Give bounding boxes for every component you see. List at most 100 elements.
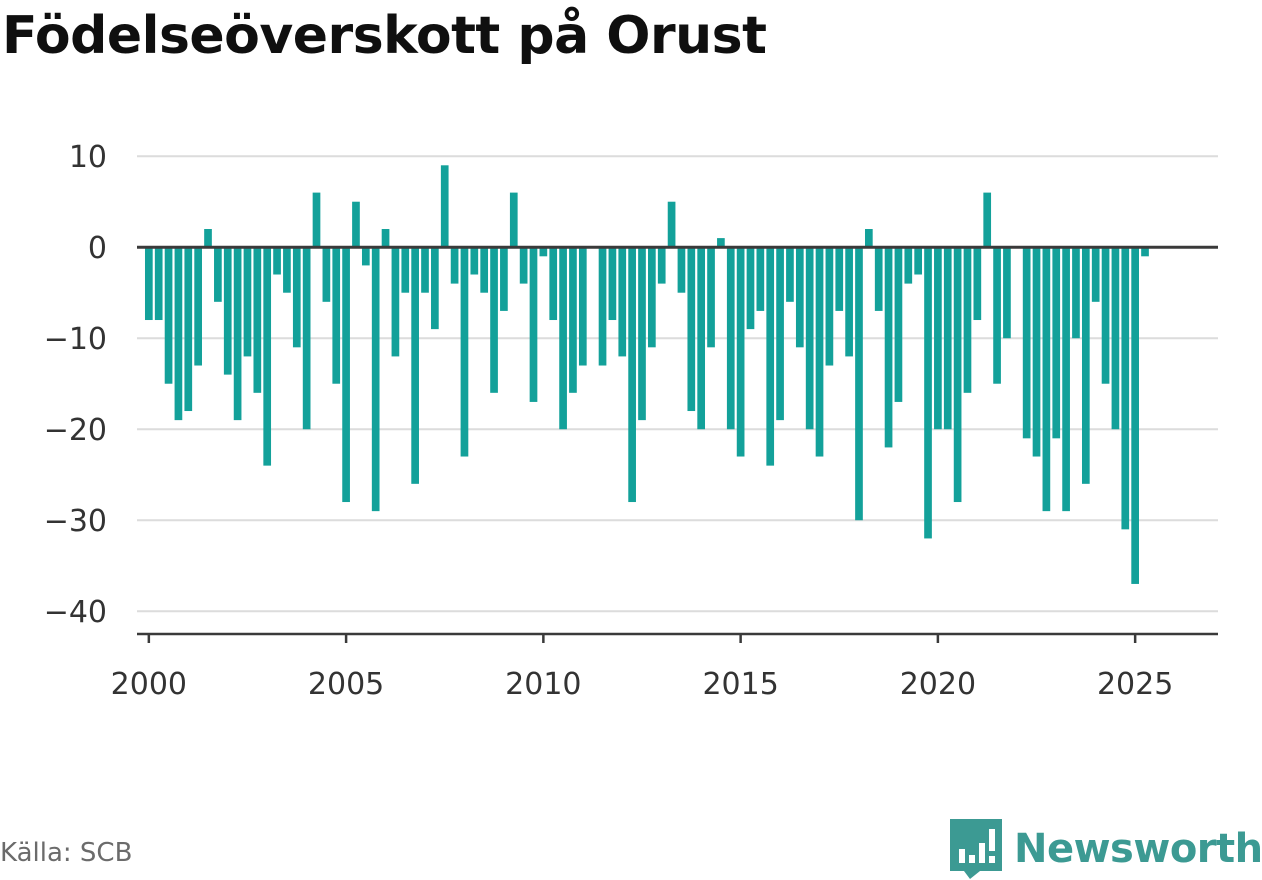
bar bbox=[421, 247, 429, 293]
bar bbox=[391, 247, 400, 357]
bar bbox=[529, 247, 538, 402]
bar bbox=[174, 247, 183, 421]
bar bbox=[707, 247, 715, 348]
bar bbox=[717, 238, 725, 248]
bar bbox=[519, 247, 528, 284]
bar bbox=[144, 247, 153, 321]
newsworthy-chart-icon bbox=[950, 819, 1002, 879]
bar bbox=[865, 229, 873, 248]
bar bbox=[214, 247, 222, 302]
y-tick-label: −20 bbox=[44, 413, 107, 448]
bar bbox=[559, 247, 567, 430]
bar bbox=[904, 247, 913, 284]
bar bbox=[953, 247, 962, 503]
bar bbox=[825, 247, 834, 366]
bar bbox=[726, 247, 735, 430]
x-tick-label: 2005 bbox=[308, 667, 384, 702]
bar bbox=[194, 247, 202, 366]
x-tick-label: 2010 bbox=[505, 667, 581, 702]
bar bbox=[184, 247, 193, 412]
bar bbox=[332, 247, 341, 384]
bar bbox=[342, 247, 350, 503]
x-tick-label: 2015 bbox=[702, 667, 778, 702]
chart-title: Födelseöverskott på Orust bbox=[2, 6, 767, 66]
bar bbox=[1101, 247, 1110, 384]
y-tick-label: −40 bbox=[44, 595, 107, 630]
bar bbox=[401, 247, 410, 293]
bar bbox=[440, 165, 449, 248]
bar bbox=[154, 247, 163, 321]
bar bbox=[766, 247, 775, 466]
bar bbox=[450, 247, 459, 284]
bar bbox=[283, 247, 291, 293]
bar bbox=[973, 247, 982, 321]
bar bbox=[480, 247, 489, 293]
bar bbox=[1131, 247, 1139, 584]
bar bbox=[312, 192, 321, 248]
bar bbox=[460, 247, 469, 457]
bar bbox=[1062, 247, 1070, 512]
bar bbox=[963, 247, 972, 393]
bar bbox=[697, 247, 706, 430]
bar bbox=[569, 247, 577, 393]
y-axis-ticks: 10 0 −10 −20 −30 −40 bbox=[44, 140, 107, 630]
bar bbox=[1091, 247, 1100, 302]
bar bbox=[914, 247, 922, 275]
bar bbox=[470, 247, 479, 275]
bar bbox=[746, 247, 755, 330]
bar bbox=[924, 247, 932, 539]
bar bbox=[204, 229, 212, 248]
bar bbox=[648, 247, 656, 348]
bar bbox=[786, 247, 794, 302]
bar bbox=[687, 247, 696, 412]
bar bbox=[371, 247, 380, 512]
bar bbox=[943, 247, 952, 430]
bar bbox=[638, 247, 646, 421]
bars bbox=[144, 165, 1149, 584]
bar bbox=[835, 247, 844, 311]
bar bbox=[352, 201, 360, 248]
bar bbox=[539, 247, 548, 257]
bar bbox=[1121, 247, 1130, 530]
bar bbox=[618, 247, 627, 357]
y-tick-label: 0 bbox=[88, 231, 107, 266]
bar bbox=[993, 247, 1001, 384]
bar bbox=[845, 247, 853, 357]
bar bbox=[756, 247, 765, 311]
bar bbox=[1032, 247, 1041, 457]
bar bbox=[1022, 247, 1031, 439]
bar bbox=[1003, 247, 1011, 339]
bar bbox=[431, 247, 439, 330]
bar bbox=[677, 247, 686, 293]
x-tick-label: 2020 bbox=[900, 667, 976, 702]
bar bbox=[500, 247, 508, 311]
bar bbox=[1141, 247, 1149, 257]
bar bbox=[1072, 247, 1080, 339]
bar bbox=[667, 201, 676, 248]
bar bbox=[1081, 247, 1090, 484]
y-tick-label: −30 bbox=[44, 504, 107, 539]
bar bbox=[578, 247, 587, 366]
bar bbox=[322, 247, 331, 302]
bar bbox=[164, 247, 173, 384]
bar bbox=[233, 247, 242, 421]
bar bbox=[628, 247, 636, 503]
bar bbox=[795, 247, 804, 348]
bar bbox=[381, 229, 390, 248]
x-tick-label: 2025 bbox=[1097, 667, 1173, 702]
bar bbox=[1042, 247, 1051, 512]
bar bbox=[815, 247, 824, 457]
x-axis-ticks: 2000 2005 2010 2015 2020 2025 bbox=[111, 634, 1173, 702]
bar bbox=[884, 247, 893, 448]
bar bbox=[411, 247, 419, 484]
bar bbox=[302, 247, 311, 430]
bar bbox=[490, 247, 498, 393]
bar bbox=[736, 247, 745, 457]
bar bbox=[598, 247, 607, 366]
bar bbox=[1052, 247, 1061, 439]
bar bbox=[983, 192, 992, 248]
bar bbox=[509, 192, 518, 248]
bar bbox=[253, 247, 262, 393]
bar bbox=[549, 247, 558, 321]
